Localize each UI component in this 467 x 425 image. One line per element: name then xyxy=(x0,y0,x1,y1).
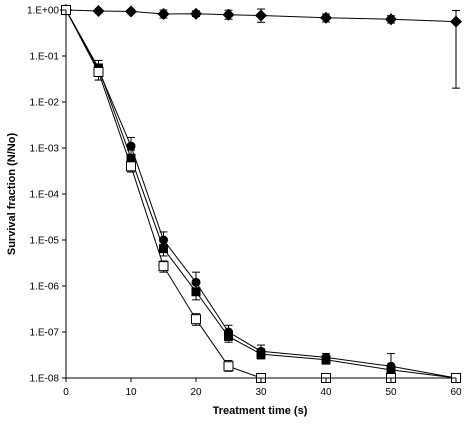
series-line-0 xyxy=(65,9,457,23)
y-tick-label: 1.E+00 xyxy=(27,6,59,17)
error-bars xyxy=(94,8,460,375)
y-tick-label: 1.E-08 xyxy=(30,374,60,385)
open-square-marker xyxy=(158,261,169,272)
x-tick-label: 10 xyxy=(125,387,137,398)
x-tick-label: 40 xyxy=(320,387,332,398)
diamond-marker xyxy=(190,7,202,20)
open-square-marker xyxy=(93,66,104,77)
open-square-marker xyxy=(126,161,136,172)
y-tick-label: 1.E-03 xyxy=(30,144,60,155)
diamond-marker xyxy=(157,7,170,20)
x-tick-label: 30 xyxy=(255,387,267,398)
y-tick-label: 1.E-05 xyxy=(30,236,60,247)
series-line-1 xyxy=(65,9,457,379)
series-line-3 xyxy=(65,9,456,379)
y-axis-title: Survival fraction (N/No) xyxy=(6,133,18,256)
series-line-2 xyxy=(65,9,457,379)
filled-square-marker xyxy=(224,331,233,341)
data-markers xyxy=(60,4,462,383)
circle-marker xyxy=(191,277,201,287)
series-lines xyxy=(65,9,457,379)
diamond-marker xyxy=(450,15,462,28)
circle-marker xyxy=(159,235,168,245)
x-tick-label: 20 xyxy=(190,387,202,398)
filled-square-marker xyxy=(321,355,331,365)
axes xyxy=(62,9,457,382)
filled-square-marker xyxy=(159,244,168,254)
x-tick-label: 50 xyxy=(385,387,397,398)
filled-square-marker xyxy=(126,153,136,163)
y-tick-label: 1.E-02 xyxy=(30,98,60,109)
diamond-marker xyxy=(320,11,332,24)
x-tick-label: 60 xyxy=(450,387,462,398)
y-tick-label: 1.E-06 xyxy=(30,282,60,293)
x-tick-label: 0 xyxy=(63,387,69,398)
x-tick-labels: 0 10 20 30 40 50 60 xyxy=(63,387,462,398)
y-tick-labels: 1.E+00 1.E-01 1.E-02 1.E-03 1.E-04 1.E-05 1.E-… xyxy=(27,6,59,385)
open-square-marker xyxy=(223,361,234,372)
y-tick-label: 1.E-07 xyxy=(30,328,60,339)
open-square-marker xyxy=(191,314,201,325)
filled-square-marker xyxy=(256,349,266,359)
diamond-marker xyxy=(222,8,235,21)
diamond-marker xyxy=(92,5,105,18)
filled-square-marker xyxy=(386,365,396,375)
diamond-marker xyxy=(385,13,397,26)
x-axis-title: Treatment time (s) xyxy=(213,405,308,417)
circle-marker xyxy=(126,141,136,151)
diamond-marker xyxy=(125,5,137,18)
y-tick-label: 1.E-01 xyxy=(30,52,60,63)
y-tick-label: 1.E-04 xyxy=(30,190,60,201)
diamond-marker xyxy=(255,9,267,22)
filled-square-marker xyxy=(191,287,201,297)
